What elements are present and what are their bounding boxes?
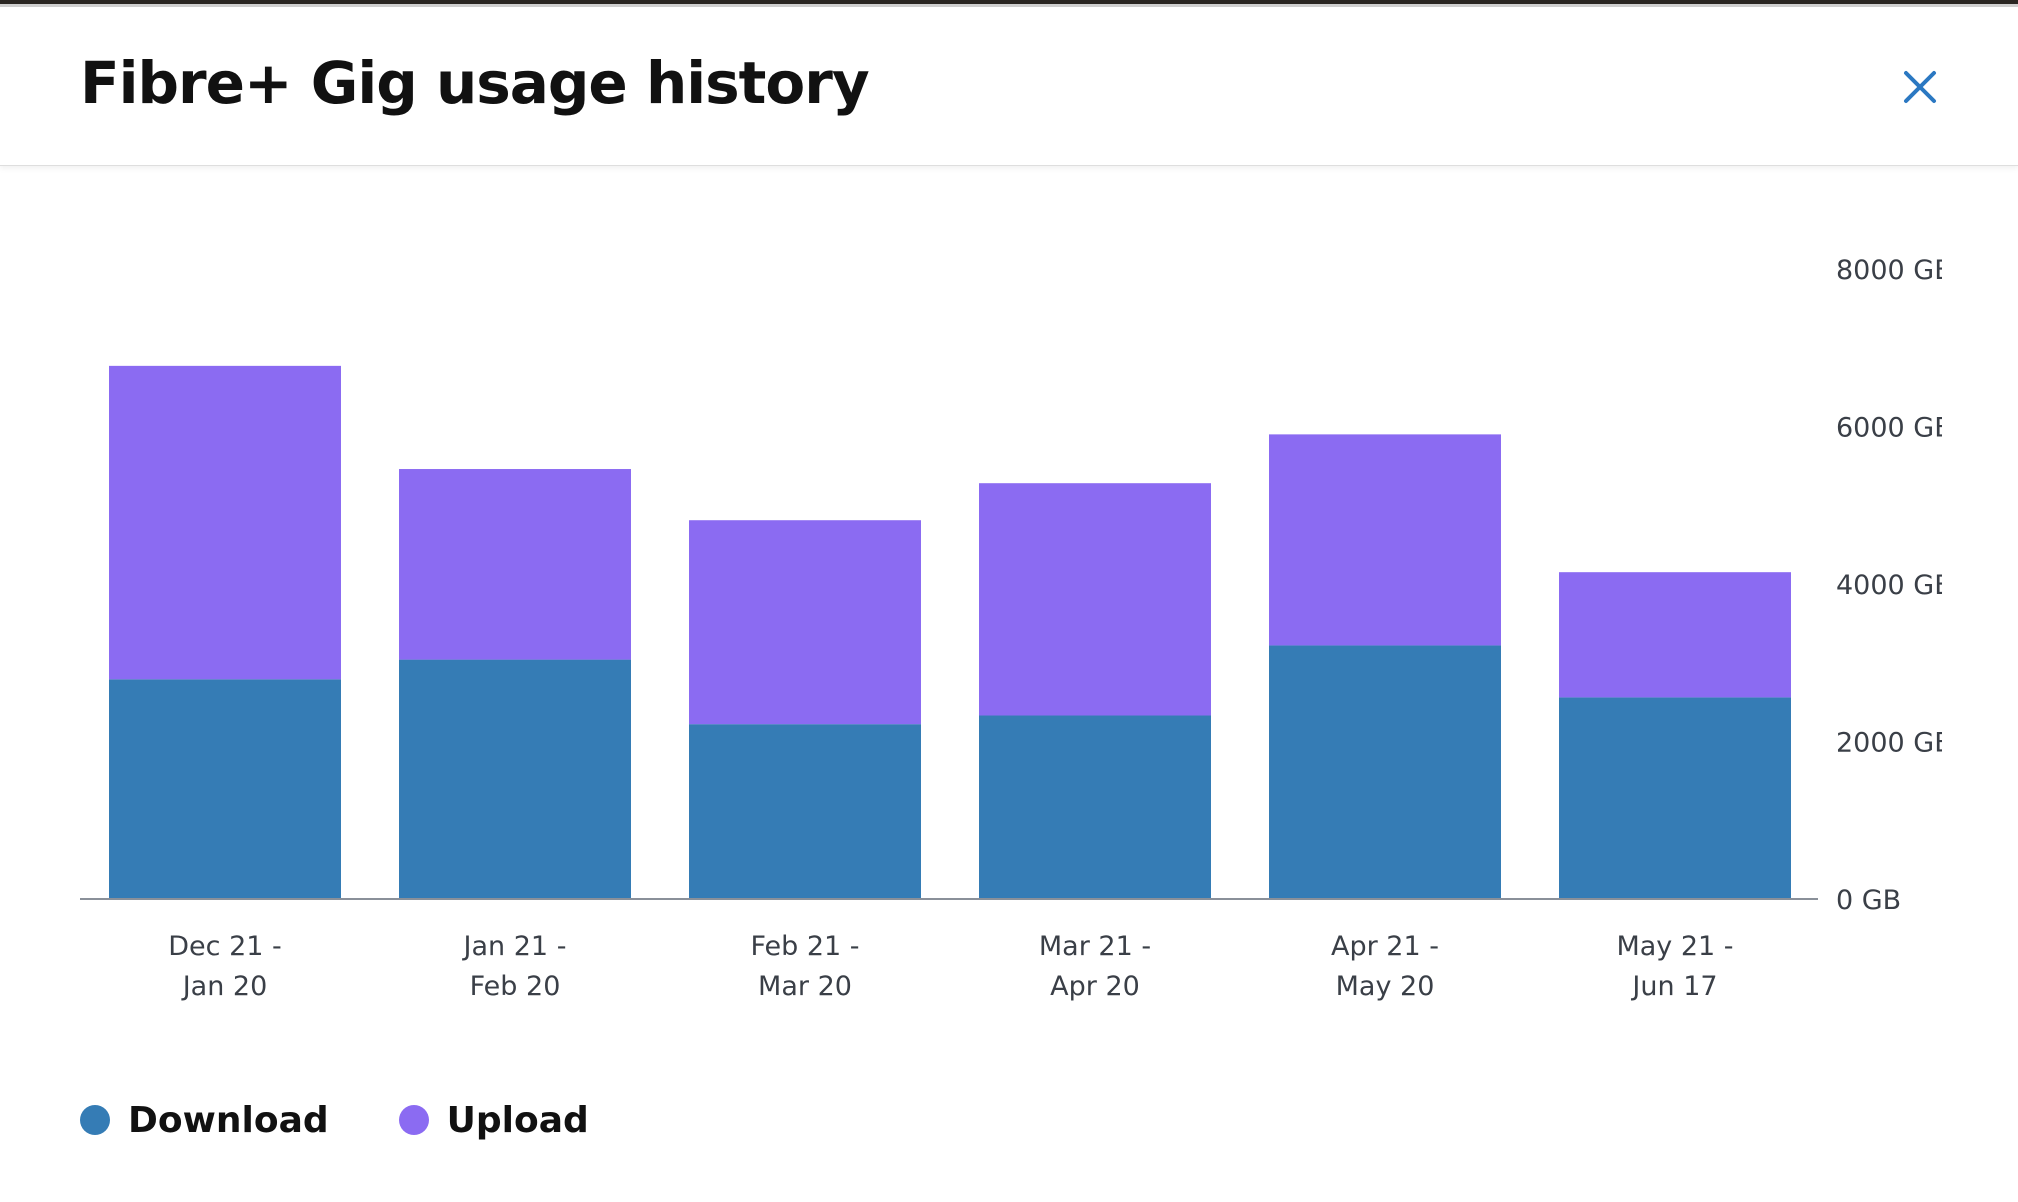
x-tick-label-4-1: May 20 bbox=[1336, 971, 1435, 1002]
x-tick-label-0-0: Dec 21 - bbox=[168, 931, 282, 962]
legend-dot-upload bbox=[398, 1105, 429, 1135]
legend-item-upload: Upload bbox=[398, 1099, 589, 1141]
y-tick-label-3: 6000 GB bbox=[1836, 413, 1953, 444]
bar-upload-1 bbox=[399, 469, 631, 660]
x-tick-label-5-0: May 21 - bbox=[1616, 931, 1733, 962]
bar-download-1 bbox=[399, 659, 631, 899]
usage-history-modal: Fibre+ Gig usage history Dec 21 - Jan 20 J… bbox=[0, 4, 2018, 1202]
bar-upload-0 bbox=[109, 365, 341, 680]
legend-dot-download bbox=[80, 1105, 110, 1135]
modal-header: Fibre+ Gig usage history bbox=[0, 7, 2018, 166]
x-tick-label-0-1: Jan 20 bbox=[181, 971, 268, 1002]
x-tick-label-1-1: Feb 20 bbox=[470, 971, 561, 1002]
bar-upload-2 bbox=[689, 520, 921, 725]
x-tick-label-5-1: Jun 17 bbox=[1630, 971, 1717, 1002]
usage-bar-chart: Dec 21 - Jan 20 Jan 21 - Feb 20 Feb 21 - Mar … bbox=[80, 255, 1953, 1002]
x-tick-label-2-0: Feb 21 - bbox=[750, 931, 859, 962]
bar-download-3 bbox=[979, 715, 1211, 899]
close-icon bbox=[1904, 71, 1936, 103]
y-tick-label-0: 0 GB bbox=[1836, 885, 1901, 916]
bar-download-4 bbox=[1269, 645, 1501, 899]
modal-title: Fibre+ Gig usage history bbox=[80, 49, 870, 117]
usage-chart: Dec 21 - Jan 20 Jan 21 - Feb 20 Feb 21 - Mar … bbox=[0, 165, 2018, 1065]
bar-download-5 bbox=[1559, 697, 1791, 899]
bar-download-0 bbox=[109, 679, 341, 899]
x-tick-label-2-1: Mar 20 bbox=[758, 971, 852, 1002]
y-tick-label-1: 2000 GB bbox=[1836, 728, 1953, 759]
x-tick-label-3-0: Mar 21 - bbox=[1039, 931, 1151, 962]
x-tick-label-4-0: Apr 21 - bbox=[1331, 931, 1439, 962]
bar-upload-3 bbox=[979, 483, 1211, 716]
y-tick-label-4: 8000 GB bbox=[1836, 255, 1953, 286]
bar-upload-5 bbox=[1559, 572, 1791, 698]
chart-legend: Download Upload bbox=[80, 1095, 659, 1145]
bar-upload-4 bbox=[1269, 434, 1501, 646]
legend-item-download: Download bbox=[80, 1100, 329, 1141]
y-tick-label-2: 4000 GB bbox=[1836, 570, 1953, 601]
bar-download-2 bbox=[689, 724, 921, 899]
legend-label-upload: Upload bbox=[446, 1099, 589, 1141]
x-tick-label-1-0: Jan 21 - bbox=[462, 931, 567, 962]
x-tick-label-3-1: Apr 20 bbox=[1050, 971, 1140, 1002]
close-button[interactable] bbox=[1896, 63, 1944, 111]
legend-label-download: Download bbox=[128, 1099, 329, 1141]
